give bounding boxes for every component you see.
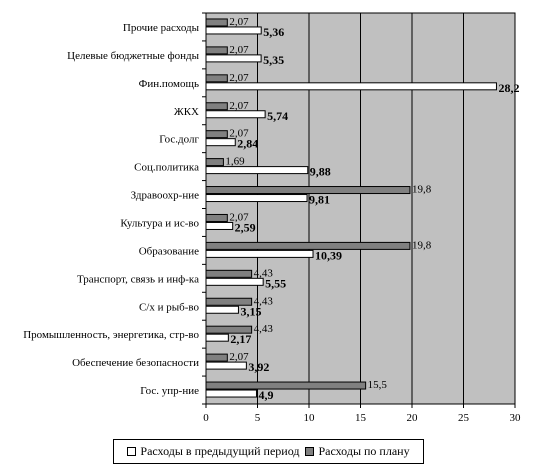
data-label-plan: 19,8 [412, 184, 432, 196]
bar-previous [205, 138, 236, 147]
data-label-plan: 2,07 [229, 44, 249, 56]
data-label-plan: 2,07 [229, 16, 249, 28]
category-label: Фин.помощь [139, 78, 199, 90]
data-label-plan: 1,69 [225, 156, 245, 168]
bar-plan [205, 297, 253, 306]
bar-plan [205, 353, 228, 362]
bar-previous [205, 221, 234, 230]
x-tick-label: 25 [458, 412, 470, 424]
data-label-plan: 2,07 [229, 211, 249, 223]
legend-swatch-previous [127, 447, 137, 456]
legend-item-previous: Расходы в предыдущий период [127, 444, 299, 459]
bar-previous [205, 194, 308, 203]
data-label-plan: 2,07 [229, 100, 249, 112]
bar-plan [205, 102, 228, 111]
category-label: Гос. упр-ние [140, 385, 199, 397]
data-label-previous: 2,59 [235, 220, 256, 234]
bar-plan [205, 74, 228, 83]
category-label: Прочие расходы [123, 22, 200, 34]
category-label: Соц.политика [134, 162, 199, 174]
category-label: Гос.долг [159, 134, 199, 146]
data-label-previous: 2,84 [237, 137, 258, 151]
x-tick-label: 20 [407, 412, 419, 424]
data-label-previous: 28,2 [498, 81, 519, 95]
category-label: Транспорт, связь и инф-ка [77, 273, 199, 285]
bar-plan [205, 269, 253, 278]
bar-plan [205, 381, 367, 390]
bar-previous [205, 277, 264, 286]
category-label: Культура и ис-во [120, 217, 199, 229]
bar-plan [205, 213, 228, 222]
x-tick-label: 10 [304, 412, 316, 424]
data-label-plan: 4,43 [254, 295, 274, 307]
category-label: Обеспечение безопасности [72, 357, 199, 369]
bar-plan [205, 130, 228, 139]
data-label-previous: 5,35 [263, 53, 284, 67]
data-label-previous: 9,81 [309, 193, 330, 207]
data-label-plan: 4,43 [254, 323, 274, 335]
bar-plan [205, 186, 411, 195]
data-label-plan: 2,07 [229, 72, 249, 84]
bar-previous [205, 26, 262, 35]
bar-plan [205, 325, 253, 334]
bar-plan [205, 158, 224, 167]
data-label-previous: 9,88 [310, 165, 331, 179]
bar-previous [205, 361, 247, 370]
legend-item-plan: Расходы по плану [305, 444, 410, 459]
bar-previous [205, 305, 239, 314]
category-label: Целевые бюджетные фонды [67, 50, 199, 62]
data-label-previous: 5,55 [265, 276, 286, 290]
bar-previous [205, 166, 309, 175]
category-label: ЖКХ [174, 106, 199, 118]
x-tick-label: 5 [255, 412, 261, 424]
legend: Расходы в предыдущий период Расходы по п… [113, 439, 424, 464]
bar-previous [205, 249, 314, 258]
data-label-previous: 10,39 [315, 248, 342, 262]
data-label-previous: 2,17 [230, 332, 251, 346]
data-label-plan: 19,8 [412, 239, 432, 251]
data-label-previous: 5,36 [263, 25, 284, 39]
x-tick-label: 0 [203, 412, 209, 424]
bar-plan [205, 18, 228, 27]
x-tick-label: 30 [510, 412, 522, 424]
legend-swatch-plan [305, 447, 315, 456]
data-label-previous: 3,92 [248, 360, 269, 374]
bar-previous [205, 389, 257, 398]
bar-previous [205, 54, 262, 63]
data-label-previous: 3,15 [240, 304, 261, 318]
legend-label-previous: Расходы в предыдущий период [140, 444, 300, 458]
category-label: С/х и рыб-во [139, 301, 200, 313]
category-label: Образование [139, 245, 199, 257]
data-label-previous: 5,74 [267, 109, 288, 123]
bar-previous [205, 82, 497, 91]
category-label: Промышленность, энергетика, стр-во [23, 329, 199, 341]
data-label-previous: 4,9 [258, 388, 273, 402]
x-tick-label: 15 [355, 412, 367, 424]
bar-previous [205, 333, 229, 342]
data-label-plan: 15,5 [368, 379, 388, 391]
data-label-plan: 4,43 [254, 267, 274, 279]
bar-plan [205, 46, 228, 55]
bar-plan [205, 241, 411, 250]
legend-label-plan: Расходы по плану [318, 444, 410, 458]
data-label-plan: 2,07 [229, 351, 249, 363]
category-label: Здравоохр-ние [131, 190, 199, 202]
data-label-plan: 2,07 [229, 128, 249, 140]
bar-previous [205, 110, 266, 119]
